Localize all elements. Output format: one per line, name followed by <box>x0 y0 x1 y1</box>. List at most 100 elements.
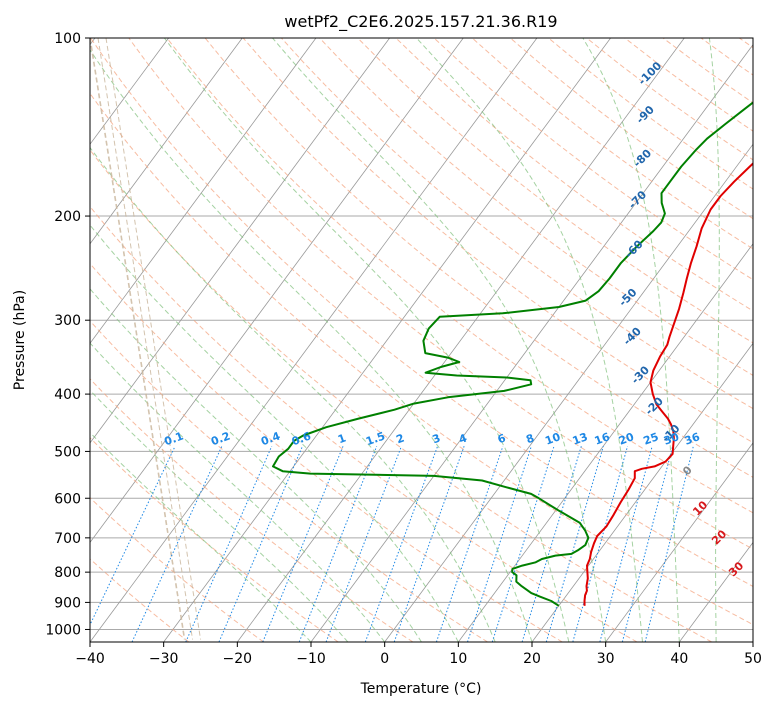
mixing-ratio-label: 30 <box>662 430 681 448</box>
left-dashed-curve <box>97 38 194 640</box>
dry-adiabat-line <box>90 92 753 626</box>
dry-adiabat-line <box>90 437 339 642</box>
isotherm-line <box>384 143 753 642</box>
isotherm-line <box>310 44 753 642</box>
y-tick-label: 100 <box>54 31 81 47</box>
moist-adiabat-line <box>163 38 570 642</box>
moist-adiabat-line <box>90 224 459 642</box>
x-tick-label: −40 <box>75 651 105 667</box>
y-tick-label: 1000 <box>45 622 81 638</box>
isotherm-line <box>458 243 753 642</box>
dry-adiabat-line <box>90 262 563 642</box>
x-tick-label: 0 <box>380 651 389 667</box>
mixing-ratio-label: 13 <box>571 430 590 447</box>
mixing-ratio-line <box>545 446 604 642</box>
mixing-ratio-label: 0.1 <box>163 430 186 449</box>
mixing-ratio-line <box>185 446 273 642</box>
mixing-ratio-line <box>262 446 344 642</box>
mixing-ratio-label: 1.5 <box>364 429 387 448</box>
mixing-ratio-label: 8 <box>524 432 536 447</box>
mixing-ratio-line <box>644 446 694 642</box>
mixing-ratio-label: 3 <box>431 432 443 447</box>
dry-adiabat-line <box>281 38 753 410</box>
mixing-ratio-label: 0.6 <box>290 429 313 448</box>
moist-adiabat-label: 40 <box>751 585 771 605</box>
moist-adiabat-line <box>90 48 533 642</box>
moist-adiabat-line <box>708 38 720 642</box>
isotherm-line <box>90 38 243 245</box>
mixing-ratio-label: 6 <box>496 431 508 446</box>
moist-adiabat-line <box>90 431 312 642</box>
mixing-ratio-line <box>131 446 223 642</box>
dry-adiabat-line <box>128 38 753 550</box>
dry-adiabat-line <box>395 38 753 312</box>
moist-adiabat-line <box>272 38 607 642</box>
dry-adiabat-line <box>242 38 753 444</box>
isotherm-line <box>237 38 685 642</box>
mixing-ratio-line <box>621 446 674 642</box>
mixing-ratio-label: 16 <box>593 430 612 448</box>
x-tick-label: 40 <box>670 651 688 667</box>
left-dashed-curve <box>90 38 186 640</box>
mixing-ratio-line <box>467 446 532 642</box>
mixing-ratio-line <box>90 446 176 626</box>
plot-frame <box>89 37 754 643</box>
x-axis-label: Temperature (°C) <box>360 681 482 697</box>
mixing-ratio-label: 1 <box>336 432 348 447</box>
mixing-ratio-line <box>572 446 629 642</box>
isotherm-line <box>605 442 753 642</box>
mixing-ratio-line <box>521 446 582 642</box>
mixing-ratio-label: 2 <box>394 432 406 447</box>
dewpoint-profile-line <box>272 101 753 607</box>
dry-adiabat-line <box>90 149 712 642</box>
dry-adiabat-line <box>90 320 488 642</box>
x-tick-label: 10 <box>449 651 467 667</box>
isotherm-line <box>90 38 169 145</box>
y-tick-label: 700 <box>54 531 81 547</box>
x-tick-label: 20 <box>523 651 541 667</box>
moist-adiabat-line <box>582 38 680 642</box>
moist-adiabat-line <box>90 389 349 642</box>
x-tick-label: −30 <box>149 651 179 667</box>
isotherm-line <box>163 38 611 642</box>
mixing-ratio-label: 4 <box>457 431 469 446</box>
isotherm-line <box>90 38 317 345</box>
mixing-ratio-line <box>491 446 555 642</box>
dry-adiabat-line <box>166 38 753 514</box>
mixing-ratio-label: 0.2 <box>209 429 232 448</box>
mixing-ratio-label: 0.4 <box>259 429 282 448</box>
x-tick-label: 30 <box>597 651 615 667</box>
y-axis: 100 200 300 400 500 600 700 800 900 1000 <box>45 31 90 638</box>
mixing-ratio-line <box>599 446 653 642</box>
y-axis-label: Pressure (hPa) <box>12 290 28 390</box>
moist-adiabat-line <box>90 288 422 642</box>
temperature-profile-line <box>583 162 753 606</box>
isotherm-line <box>90 38 390 444</box>
y-tick-label: 300 <box>54 313 81 329</box>
y-tick-label: 900 <box>54 595 81 611</box>
reference-lines-layer <box>90 38 753 642</box>
x-axis: −40 −30 −20 −10 0 10 20 30 40 50 <box>75 642 762 667</box>
mixing-ratio-label: 10 <box>543 430 562 448</box>
grid-layer <box>90 38 753 642</box>
series-layer <box>272 101 753 607</box>
mixing-ratio-label: 25 <box>642 430 661 447</box>
moist-adiabat-line <box>416 38 643 642</box>
left-dashed-curve <box>105 38 202 640</box>
y-tick-label: 400 <box>54 387 81 403</box>
x-tick-label: −10 <box>296 651 326 667</box>
dry-adiabat-line <box>90 205 638 642</box>
x-tick-label: 50 <box>744 651 762 667</box>
isotherm-line <box>90 38 464 544</box>
y-tick-label: 800 <box>54 565 81 581</box>
dry-adiabat-line <box>90 378 414 642</box>
mixing-ratio-line <box>435 446 504 642</box>
x-tick-label: −20 <box>223 651 253 667</box>
mixing-ratio-line <box>218 446 303 642</box>
moist-adiabat-line <box>90 146 496 642</box>
dry-adiabat-line <box>90 558 190 642</box>
isotherm-line <box>90 38 538 642</box>
mixing-ratio-line <box>298 446 378 642</box>
